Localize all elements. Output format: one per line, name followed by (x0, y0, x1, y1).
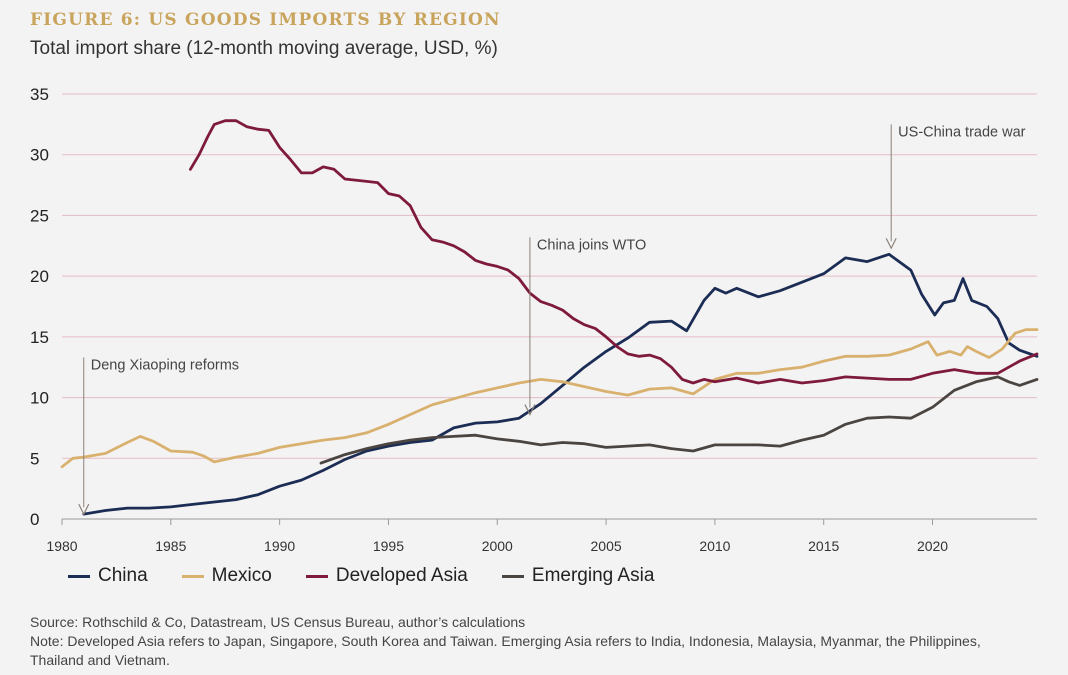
y-tick-label-15: 15 (30, 328, 49, 347)
legend-item-china: China (68, 565, 148, 587)
legend-item-mexico: Mexico (181, 565, 272, 587)
series-line-emerging-asia (319, 375, 1039, 465)
series-line-developed-asia (189, 119, 1039, 385)
legend-label-emerging-asia: Emerging Asia (531, 565, 655, 586)
figure-title: FIGURE 6: US GOODS IMPORTS BY REGION (30, 10, 501, 30)
x-tick-label-2000: 2000 (482, 538, 513, 554)
x-tick-label-1995: 1995 (373, 538, 404, 554)
y-tick-label-10: 10 (30, 389, 49, 408)
legend-label-mexico: Mexico (211, 565, 272, 586)
legend-swatch-emerging-asia (501, 574, 524, 578)
legend-label-developed-asia: Developed Asia (335, 565, 468, 586)
series-line-china (82, 252, 1039, 516)
x-tick-label-1985: 1985 (155, 538, 186, 554)
legend-swatch-developed-asia (305, 574, 328, 578)
annotation-label-us-china-trade-war: US-China trade war (898, 124, 1025, 140)
series-line-mexico (60, 328, 1039, 469)
annotation-arrow-china-joins-wto (524, 404, 536, 416)
x-tick-label-1980: 1980 (46, 538, 77, 554)
x-tick-label-1990: 1990 (264, 538, 295, 554)
annotation-arrow-deng-xiaoping-reforms (78, 503, 90, 516)
y-tick-label-35: 35 (30, 85, 49, 104)
line-chart: 0 5 10 15 20 25 30 35 1980 1985 1990 1995 2000 2005 20… (30, 85, 1039, 554)
y-tick-label-20: 20 (30, 267, 49, 286)
legend-item-emerging-asia: Emerging Asia (501, 565, 655, 587)
y-tick-label-30: 30 (30, 146, 49, 165)
chart-legend: China Mexico Developed Asia Emerging Asi… (68, 565, 654, 587)
definition-note: Note: Developed Asia refers to Japan, Si… (30, 633, 981, 668)
legend-item-developed-asia: Developed Asia (305, 565, 468, 587)
x-tick-label-2015: 2015 (808, 538, 839, 554)
x-tick-label-2005: 2005 (591, 538, 622, 554)
x-tick-label-2010: 2010 (699, 538, 730, 554)
legend-swatch-mexico (181, 574, 204, 578)
source-note: Source: Rothschild & Co, Datastream, US … (30, 614, 526, 630)
y-tick-label-5: 5 (30, 449, 39, 468)
x-tick-label-2020: 2020 (917, 538, 948, 554)
annotation-label-china-joins-wto: China joins WTO (537, 237, 646, 253)
y-tick-label-0: 0 (30, 510, 39, 529)
figure-subtitle: Total import share (12-month moving aver… (30, 38, 498, 59)
legend-label-china: China (98, 565, 148, 586)
annotation-arrow-us-china-trade-war (885, 237, 897, 250)
annotation-label-deng-xiaoping-reforms: Deng Xiaoping reforms (91, 358, 239, 374)
legend-swatch-china (68, 574, 90, 578)
y-tick-label-25: 25 (30, 206, 49, 225)
